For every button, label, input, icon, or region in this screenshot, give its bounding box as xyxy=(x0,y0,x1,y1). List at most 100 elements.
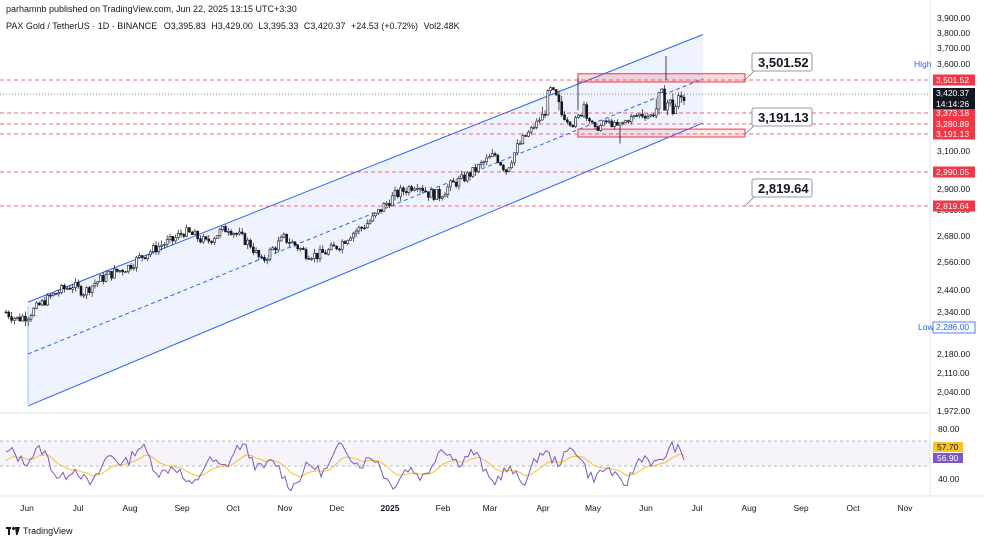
channel-lower-line[interactable] xyxy=(27,122,704,407)
candle-body xyxy=(571,124,575,127)
candle-body xyxy=(599,124,602,131)
candle-body xyxy=(324,252,327,255)
candle-body xyxy=(24,315,27,322)
candle-body xyxy=(418,187,422,190)
candle-body xyxy=(15,316,19,319)
candle-body xyxy=(49,294,52,297)
candle-body xyxy=(265,258,269,261)
candle-body xyxy=(146,254,150,259)
candle-body xyxy=(666,102,669,111)
candle-body xyxy=(621,122,625,124)
candle-body xyxy=(427,191,430,198)
candle-body xyxy=(243,233,247,245)
candle-body xyxy=(160,244,163,247)
candle-body xyxy=(40,300,44,306)
candle-body xyxy=(176,233,180,238)
candle-body xyxy=(468,172,472,177)
time-label: Sep xyxy=(793,503,808,513)
high-label: High xyxy=(914,59,932,69)
candle-body xyxy=(263,257,266,261)
candle-body xyxy=(613,121,616,128)
candle-body xyxy=(477,164,480,172)
candle-body xyxy=(646,115,650,119)
callout-box-2[interactable] xyxy=(751,178,813,198)
candle-body xyxy=(271,247,275,251)
candle-body xyxy=(96,281,99,284)
candle-body xyxy=(90,285,94,293)
level-lines xyxy=(0,79,930,207)
candle-body xyxy=(190,231,194,235)
candle-body xyxy=(635,115,639,117)
time-label: Feb xyxy=(436,503,451,513)
candle-body xyxy=(171,236,175,242)
candle-body xyxy=(504,169,508,173)
candle-body xyxy=(310,258,313,260)
candle-body xyxy=(277,240,280,251)
candle-body xyxy=(360,226,363,229)
level-tag-bg-4 xyxy=(933,166,975,178)
time-label: Jul xyxy=(73,503,84,513)
callout-box-1[interactable] xyxy=(751,107,813,127)
candle-body xyxy=(302,247,305,250)
candle-body xyxy=(229,231,233,235)
candle-body xyxy=(496,154,500,163)
candle-body xyxy=(335,245,338,250)
time-label: 2025 xyxy=(381,503,400,513)
rsi-band xyxy=(0,441,930,466)
price-tick: 2,340.00 xyxy=(937,307,970,317)
candle-body xyxy=(510,162,514,169)
time-label: Jul xyxy=(692,503,703,513)
candle-body xyxy=(407,186,411,193)
candle-body xyxy=(18,316,22,322)
candle-body xyxy=(204,236,208,240)
symbol-name[interactable]: PAX Gold / TetherUS · 1D · BINANCE xyxy=(6,21,158,31)
candle-body xyxy=(85,287,88,296)
candle-body xyxy=(318,249,322,260)
current-price-tag-bg xyxy=(933,88,975,99)
countdown-tag: 14:14:26 xyxy=(936,99,969,109)
candle-body xyxy=(604,120,608,123)
price-axis[interactable]: 3,900.00 3,800.00 3,700.00 3,600.00 3,100.00… xyxy=(937,13,970,416)
candle-body xyxy=(349,237,352,241)
level-tag-4: 2,990.05 xyxy=(936,167,969,177)
time-axis[interactable]: Jun Jul Aug Sep Oct Nov Dec 2025 Feb Mar Apr May Jun… xyxy=(20,503,913,513)
candle-body xyxy=(560,101,564,116)
rsi-ma-tag-bg xyxy=(933,442,963,452)
candle-body xyxy=(402,187,405,192)
channel-mid-line xyxy=(27,78,704,355)
candle-body xyxy=(107,271,111,275)
countdown-tag-bg xyxy=(933,99,975,109)
candle-body xyxy=(215,235,219,239)
candle-body xyxy=(641,113,644,117)
level-tag-1: 3,373.18 xyxy=(936,108,969,118)
candle-body xyxy=(165,239,169,245)
candle-body xyxy=(68,287,72,290)
tradingview-brand[interactable]: TradingView xyxy=(6,526,73,536)
resistance-box[interactable] xyxy=(577,73,746,83)
ohlc-high: H3,429.00 xyxy=(211,21,253,31)
candle-body xyxy=(668,99,672,104)
candle-body xyxy=(435,189,438,200)
candle-body xyxy=(507,167,511,173)
time-label: Nov xyxy=(897,503,913,513)
candle-body xyxy=(385,203,388,205)
candle-body xyxy=(632,115,636,117)
candle-body xyxy=(443,194,447,198)
candle-body xyxy=(74,281,77,289)
level-tag-2: 3,280.89 xyxy=(936,119,969,129)
candle-body xyxy=(368,220,372,224)
callout-box-0[interactable] xyxy=(751,52,813,72)
candle-body xyxy=(296,244,300,250)
candle-body xyxy=(307,258,311,260)
candle-body xyxy=(588,118,591,122)
candle-body xyxy=(54,293,58,295)
candle-body xyxy=(546,90,550,116)
level-tag-bg-3 xyxy=(933,128,975,140)
candle-body xyxy=(532,126,536,129)
candle-body xyxy=(438,189,441,199)
time-label: Jun xyxy=(20,503,34,513)
support-box[interactable] xyxy=(577,128,746,138)
candle-body xyxy=(185,227,188,237)
candle-body xyxy=(457,178,461,187)
